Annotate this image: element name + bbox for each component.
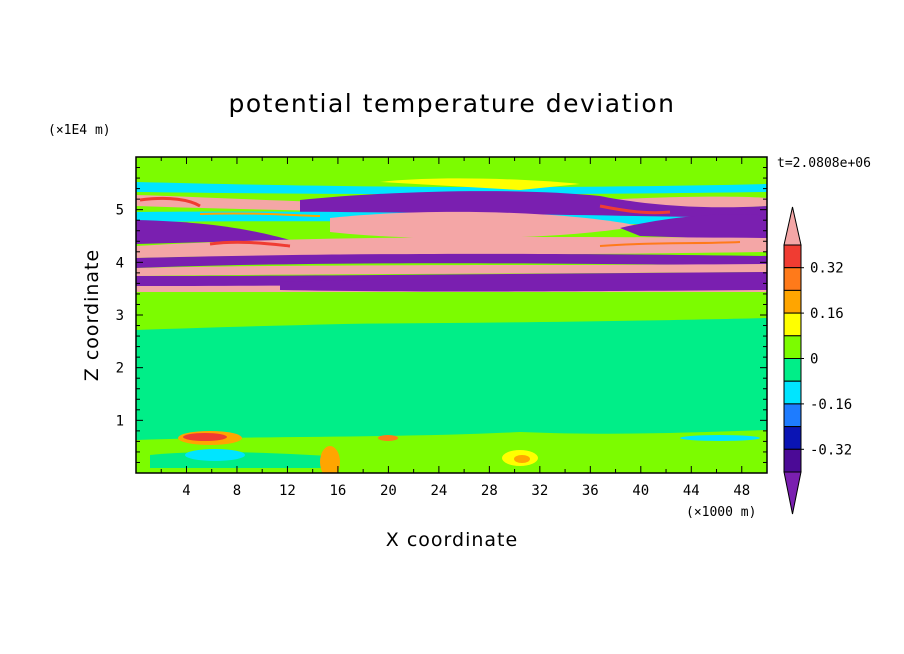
x-tick-label: 16 bbox=[329, 483, 346, 499]
x-axis: 4 8 12 16 20 24 28 32 36 40 44 48 bbox=[160, 157, 768, 499]
colorbar-level bbox=[783, 244, 802, 269]
colorbar-level bbox=[783, 267, 802, 291]
red-streak-2 bbox=[599, 204, 671, 215]
layer-purple-3 bbox=[620, 214, 767, 240]
red-streak-3 bbox=[209, 240, 291, 248]
colorbar-level bbox=[783, 289, 802, 314]
colorbar-bottom-arrow bbox=[783, 471, 802, 515]
x-tick-label: 44 bbox=[683, 483, 700, 499]
x-unit-label: (×1000 m) bbox=[686, 505, 756, 520]
time-label: t=2.0808e+06 bbox=[777, 156, 871, 171]
warm-patch-2 bbox=[183, 433, 227, 441]
cyan-patch-2 bbox=[680, 435, 760, 441]
lower-pos-patch-1 bbox=[136, 298, 767, 324]
layer-pink-3 bbox=[136, 236, 767, 258]
x-tick-label: 20 bbox=[380, 483, 397, 499]
chart-title: potential temperature deviation bbox=[229, 89, 676, 118]
red-streak-1 bbox=[139, 196, 201, 208]
orange-streak-1 bbox=[199, 212, 321, 217]
x-tick-label: 32 bbox=[531, 483, 548, 499]
colorbar-level bbox=[783, 448, 802, 473]
orange-streak-2 bbox=[599, 241, 741, 247]
y-axis-title: Z coordinate bbox=[81, 249, 103, 381]
x-axis-title: X coordinate bbox=[386, 529, 518, 551]
layer-pink-4 bbox=[136, 264, 767, 276]
layer-base bbox=[136, 292, 767, 298]
layer-top-yellow bbox=[380, 178, 580, 190]
y-tick-label: 3 bbox=[116, 308, 124, 324]
x-tick-label: 4 bbox=[182, 483, 190, 499]
y-tick-label: 4 bbox=[116, 255, 124, 271]
layer-purple-6 bbox=[280, 279, 767, 292]
warm-patch-6 bbox=[378, 435, 398, 441]
colorbar-label: 0 bbox=[810, 352, 818, 368]
colorbar-level bbox=[783, 380, 802, 405]
y-tick-label: 5 bbox=[116, 203, 124, 219]
colorbar-label: 0.16 bbox=[810, 306, 844, 322]
warm-patch-3 bbox=[320, 446, 340, 473]
x-tick-label: 12 bbox=[279, 483, 296, 499]
layer-top-cyan bbox=[136, 182, 767, 195]
colorbar-label: 0.32 bbox=[810, 261, 844, 277]
x-tick-label: 24 bbox=[430, 483, 447, 499]
colorbar-level bbox=[783, 335, 802, 359]
layer-purple-2 bbox=[136, 220, 290, 244]
x-tick-label: 36 bbox=[582, 483, 599, 499]
warm-patch-5 bbox=[514, 455, 530, 463]
x-tick-label: 40 bbox=[632, 483, 649, 499]
y-tick-label: 1 bbox=[116, 413, 124, 429]
cyan-patch-1 bbox=[185, 449, 245, 461]
colorbar-level bbox=[783, 403, 802, 428]
y-unit-label: (×1E4 m) bbox=[48, 123, 111, 138]
colorbar-label: -0.32 bbox=[810, 442, 852, 458]
x-tick-label: 8 bbox=[233, 483, 241, 499]
y-tick-label: 2 bbox=[116, 361, 124, 377]
colorbar-level bbox=[783, 426, 802, 450]
colorbar-level bbox=[783, 358, 802, 382]
colorbar: 0.32 0.16 0 -0.16 -0.32 bbox=[783, 206, 852, 515]
y-axis: 1 2 3 4 5 bbox=[116, 167, 767, 463]
layer-pink-2 bbox=[330, 211, 640, 239]
colorbar-label: -0.16 bbox=[810, 397, 852, 413]
colorbar-level bbox=[783, 312, 802, 337]
x-tick-label: 48 bbox=[733, 483, 750, 499]
layer-purple-4 bbox=[136, 253, 767, 268]
colorbar-top-arrow bbox=[783, 206, 802, 246]
x-tick-label: 28 bbox=[481, 483, 498, 499]
contour-field bbox=[136, 157, 767, 473]
